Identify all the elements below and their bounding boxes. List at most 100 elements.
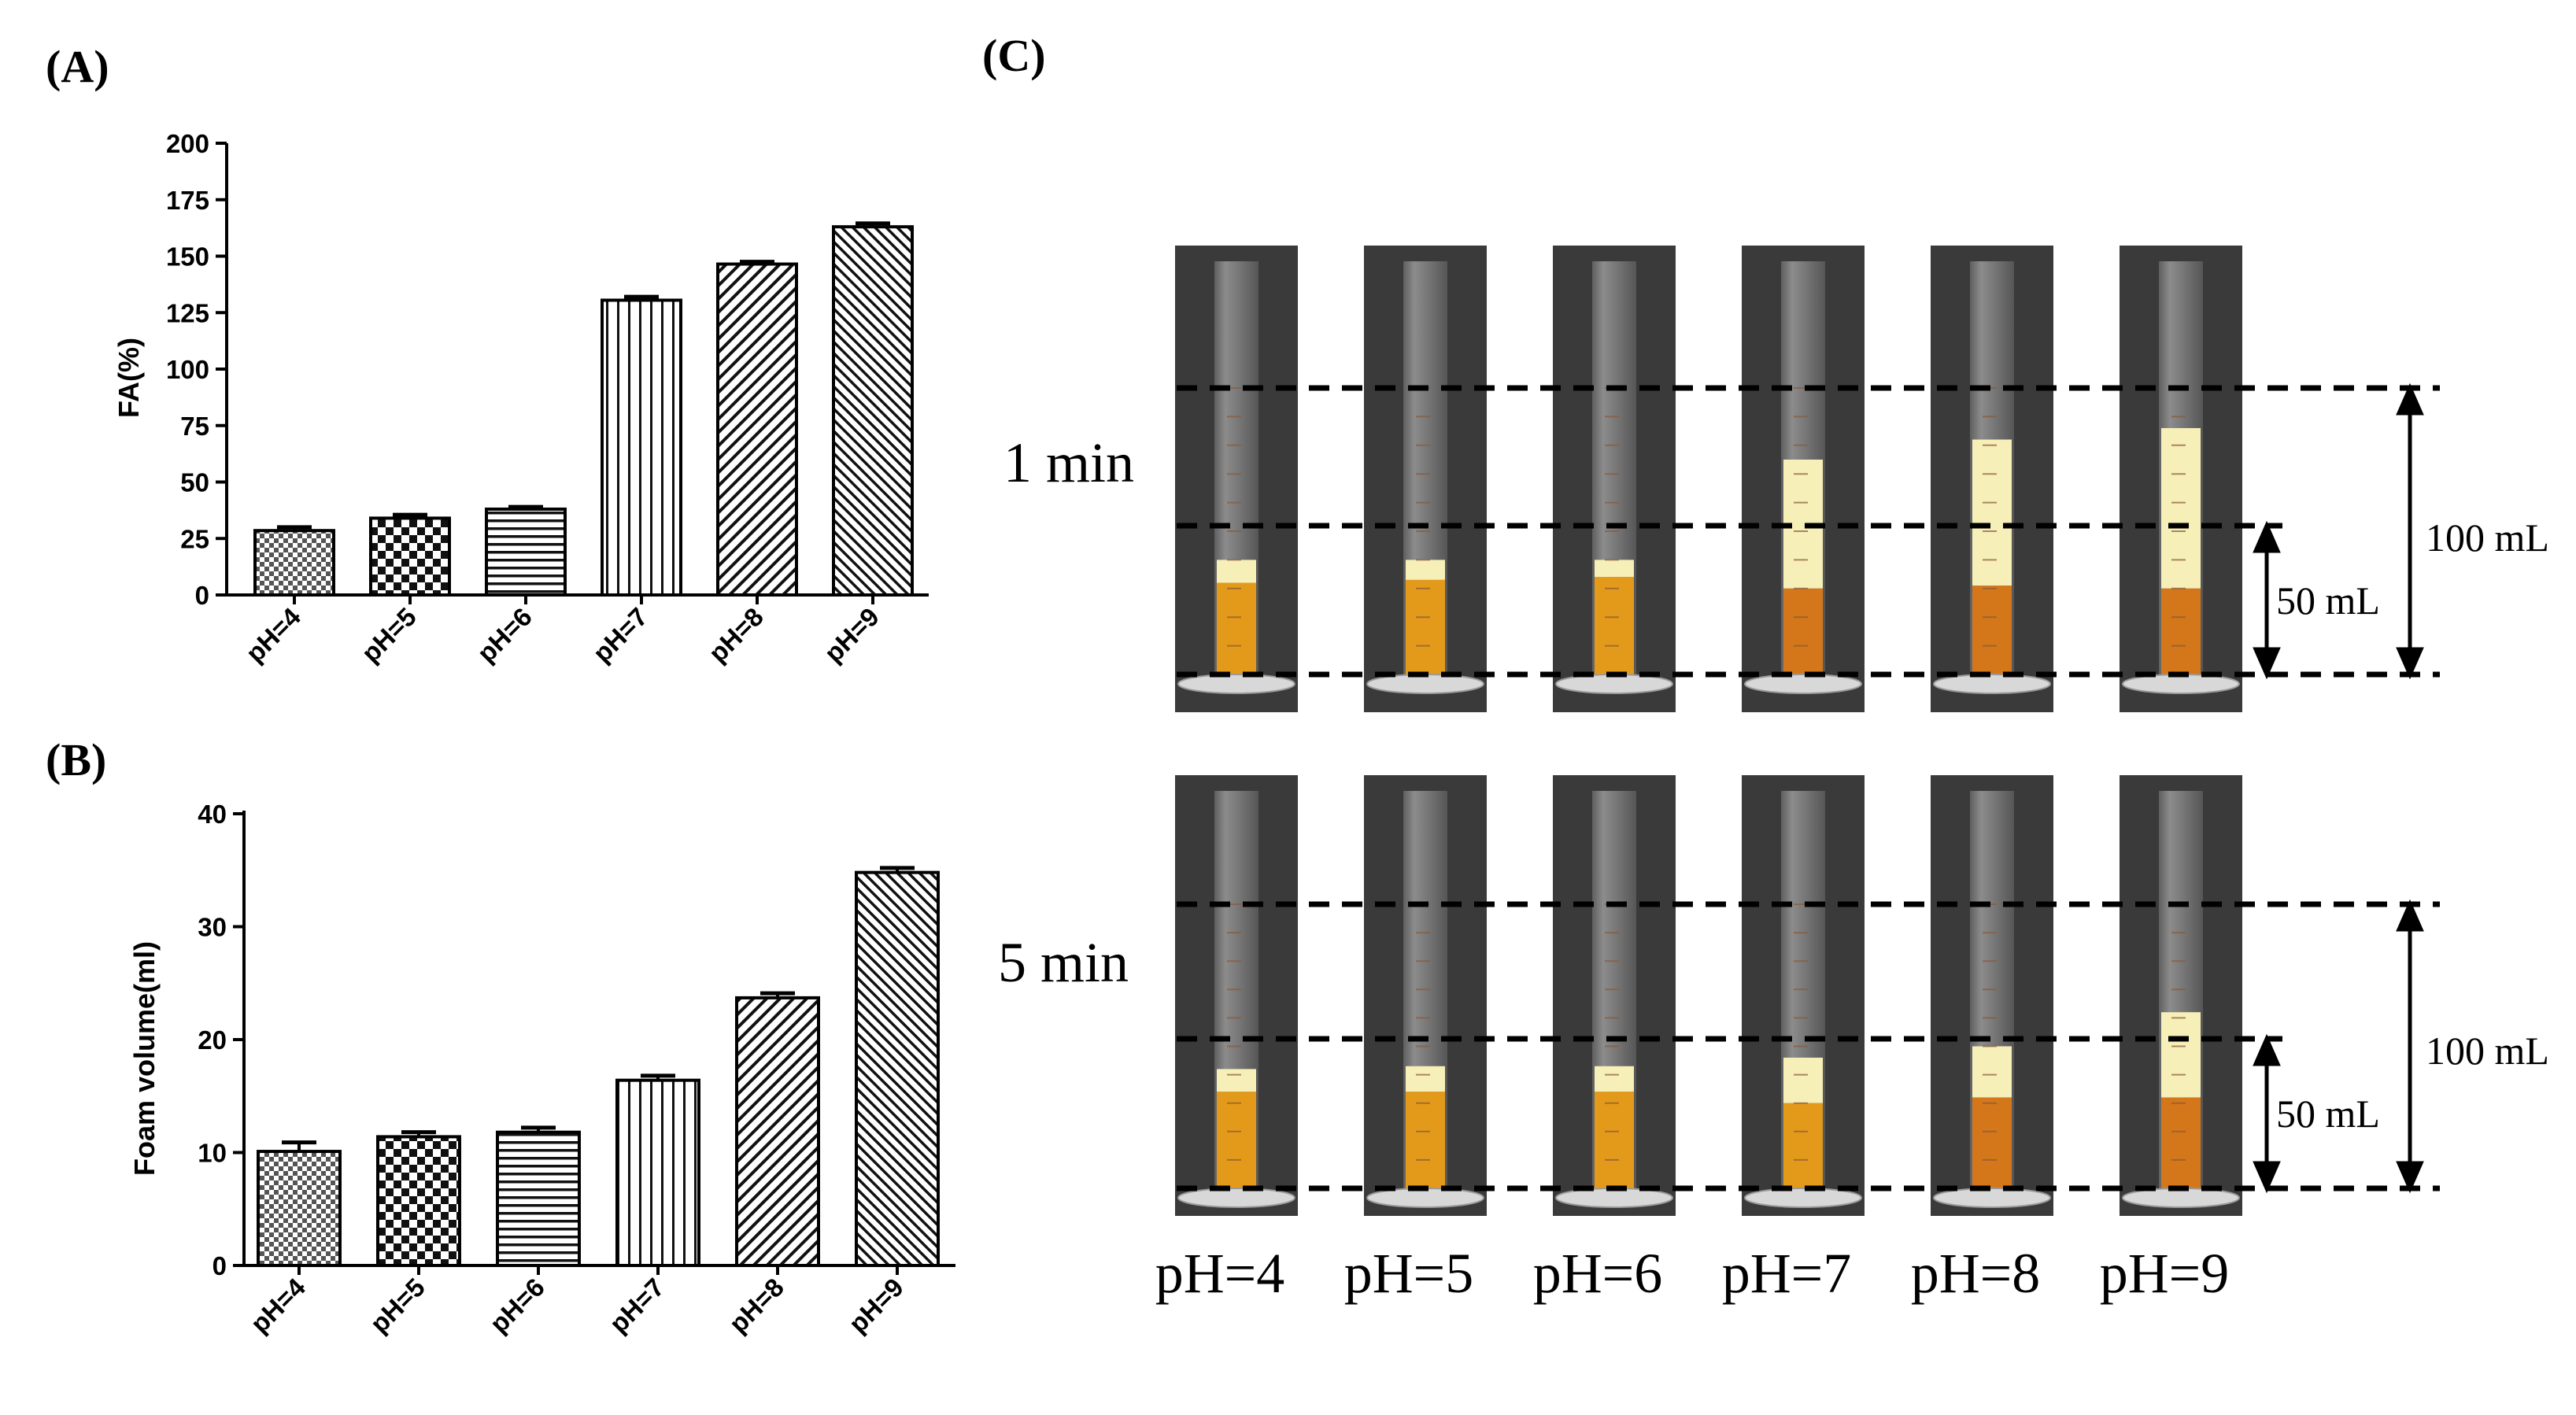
- cylinder-base: [1555, 1188, 1673, 1208]
- cylinder-base: [1933, 1188, 2051, 1208]
- y-tick-label: 25: [180, 524, 209, 553]
- volume-arrows-row-2: [2253, 899, 2424, 1194]
- x-tick-label: pH=9: [843, 1273, 909, 1339]
- y-tick-label: 10: [198, 1139, 227, 1168]
- chart-b-yticks: 0 10 20 30 40: [198, 800, 244, 1280]
- arrowhead-up: [2396, 899, 2424, 932]
- y-tick-label: 0: [195, 581, 209, 610]
- x-tick-label: pH=6: [471, 602, 538, 668]
- cylinder-base: [1744, 674, 1862, 694]
- foam-layer: [1406, 1066, 1445, 1092]
- arrowhead-down: [2396, 647, 2424, 680]
- column-label: pH=5: [1344, 1242, 1474, 1305]
- bar-pH=5: [376, 1135, 461, 1268]
- bar-pH=7: [601, 298, 682, 597]
- volume-arrows-row-1: [2253, 382, 2424, 680]
- y-tick-label: 75: [180, 412, 209, 441]
- foam-layer: [2161, 1012, 2201, 1098]
- bar-pH=9: [832, 225, 914, 597]
- y-tick-label: 40: [198, 800, 227, 829]
- chart-a-ylabel: FA(%): [113, 338, 145, 418]
- liquid-layer: [1406, 1092, 1445, 1188]
- y-tick-label: 200: [166, 129, 209, 158]
- label-100ml-row-2: 100 mL: [2426, 1029, 2549, 1073]
- x-tick-label: pH=4: [245, 1272, 311, 1338]
- cylinder-base: [1177, 674, 1295, 694]
- cylinder-photo: [1175, 775, 1298, 1216]
- chart-b-ylabel: Foam volume(ml): [128, 941, 161, 1176]
- liquid-layer: [1217, 1092, 1256, 1188]
- column-label: pH=4: [1155, 1242, 1285, 1305]
- label-100ml-row-1: 100 mL: [2426, 515, 2549, 560]
- y-tick-label: 30: [198, 913, 227, 942]
- x-tick-label: pH=8: [703, 602, 769, 668]
- foam-layer: [1783, 1057, 1823, 1103]
- cylinder-photo: [2120, 775, 2242, 1216]
- bar-pH=8: [716, 262, 798, 597]
- y-tick-label: 125: [166, 298, 209, 327]
- y-tick-label: 50: [180, 468, 209, 497]
- liquid-layer: [1972, 586, 2012, 674]
- cylinder-photo: [1364, 246, 1487, 712]
- cylinder-base: [1933, 674, 2051, 694]
- liquid-layer: [1972, 1097, 2012, 1188]
- row-label-1min: 1 min: [1003, 431, 1134, 494]
- y-tick-label: 175: [166, 186, 209, 215]
- cylinder-photo: [1742, 246, 1865, 712]
- foam-layer: [1217, 1069, 1256, 1092]
- chart-a-xticks: pH=4 pH=5 pH=6 pH=7 pH=8 pH=9: [240, 595, 885, 668]
- level-lines-row-2: [1177, 901, 2440, 1191]
- x-tick-label: pH=7: [604, 1273, 670, 1339]
- cylinder-photo: [1553, 246, 1676, 712]
- chart-b-bars: [257, 866, 940, 1268]
- liquid-layer: [1406, 579, 1445, 674]
- cylinder-photo: [1931, 775, 2053, 1216]
- foam-layer: [1406, 560, 1445, 580]
- level-lines-row-1: [1177, 385, 2440, 678]
- liquid-layer: [1783, 588, 1823, 674]
- y-tick-label: 0: [213, 1251, 227, 1280]
- column-label: pH=9: [2100, 1242, 2230, 1305]
- arrowhead-down: [2253, 1161, 2281, 1194]
- x-tick-label: pH=6: [484, 1273, 550, 1339]
- cylinder-photo: [1364, 775, 1487, 1216]
- column-label: pH=7: [1722, 1242, 1852, 1305]
- label-50ml-row-2: 50 mL: [2276, 1092, 2380, 1136]
- cylinder-base: [1555, 674, 1673, 694]
- cylinder-base: [1366, 1188, 1484, 1208]
- cylinder-photo: [1175, 246, 1298, 712]
- panel-label-c: (C): [982, 30, 1046, 81]
- cylinder-photo: [2120, 246, 2242, 712]
- column-label: pH=8: [1911, 1242, 2041, 1305]
- chart-b-xticks: pH=4 pH=5 pH=6 pH=7 pH=8 pH=9: [245, 1265, 909, 1339]
- liquid-layer: [1595, 577, 1634, 674]
- chart-a-yticks: 0 25 50 75 100 125 150 175 200: [166, 129, 227, 610]
- foam-layer: [1972, 1046, 2012, 1098]
- panel-label-b: (B): [46, 734, 106, 785]
- bar-pH=7: [615, 1078, 700, 1268]
- cylinder-base: [2122, 674, 2240, 694]
- bar-pH=5: [369, 516, 451, 597]
- bar-pH=6: [485, 507, 567, 597]
- label-50ml-row-1: 50 mL: [2276, 578, 2380, 623]
- cylinder-photo: [1742, 775, 1865, 1216]
- column-label: pH=6: [1533, 1242, 1663, 1305]
- liquid-layer: [1783, 1103, 1823, 1188]
- photo-panel: [1175, 246, 2242, 1216]
- foam-layer: [1595, 1066, 1634, 1092]
- cylinder-base: [2122, 1188, 2240, 1208]
- bar-pH=4: [257, 1150, 342, 1267]
- bar-pH=9: [855, 870, 940, 1267]
- foam-layer: [2161, 427, 2201, 589]
- liquid-layer: [2161, 1097, 2201, 1188]
- chart-a-bars: [253, 221, 914, 597]
- foam-layer: [1595, 560, 1634, 578]
- arrowhead-down: [2253, 647, 2281, 680]
- arrowhead-up: [2253, 520, 2281, 553]
- foam-layer: [1217, 560, 1256, 583]
- x-tick-label: pH=4: [240, 601, 306, 667]
- y-tick-label: 100: [166, 355, 209, 384]
